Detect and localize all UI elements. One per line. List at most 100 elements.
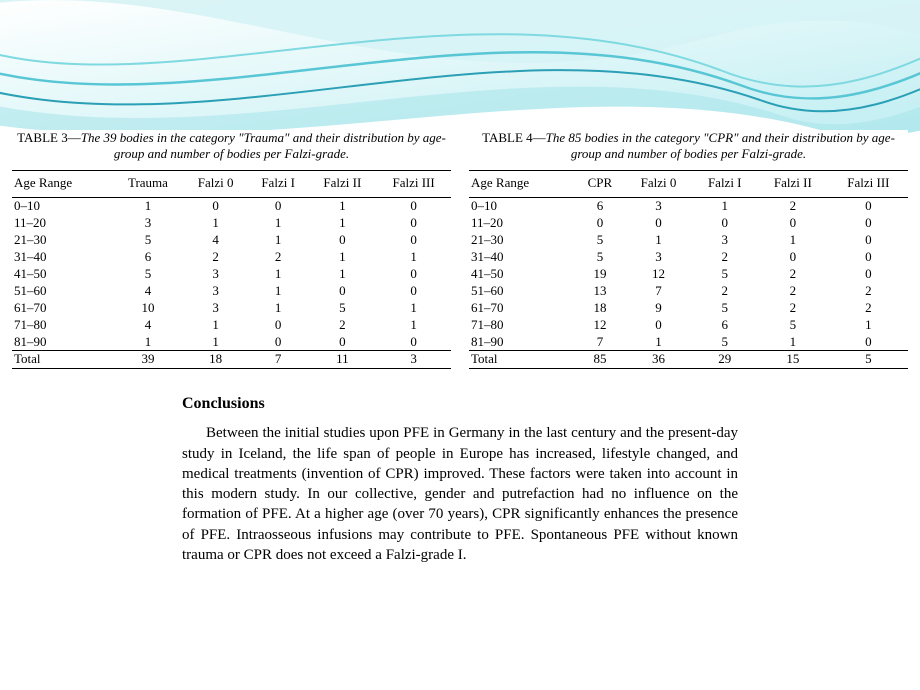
table-cell: 11: [308, 351, 376, 369]
slide-content: TABLE 3—The 39 bodies in the category "T…: [0, 0, 920, 569]
column-header: Falzi 0: [624, 171, 692, 198]
tables-row: TABLE 3—The 39 bodies in the category "T…: [0, 130, 920, 379]
table-cell: 0: [248, 334, 309, 351]
table-cell: 71–80: [469, 317, 575, 334]
table3-caption: TABLE 3—The 39 bodies in the category "T…: [12, 130, 451, 162]
table-cell: 0: [308, 232, 376, 249]
table-row: 51–60137222: [469, 283, 908, 300]
table-cell: 1: [112, 334, 183, 351]
table-cell: 0: [757, 215, 829, 232]
table-cell: 3: [624, 198, 692, 215]
table-cell: 0: [376, 198, 451, 215]
table-cell: 29: [693, 351, 757, 369]
table3-wrap: TABLE 3—The 39 bodies in the category "T…: [12, 130, 451, 369]
table-cell: 51–60: [12, 283, 112, 300]
table-cell: 5: [693, 334, 757, 351]
table-cell: 1: [248, 215, 309, 232]
table-cell: 2: [693, 249, 757, 266]
table-cell: 0: [624, 215, 692, 232]
column-header: CPR: [575, 171, 624, 198]
table-cell: 1: [248, 283, 309, 300]
table-row: 0–1063120: [469, 198, 908, 215]
table-cell: 2: [757, 300, 829, 317]
table-cell: 0: [624, 317, 692, 334]
table-cell: 1: [693, 198, 757, 215]
table-cell: 3: [184, 266, 248, 283]
table-row: Total853629155: [469, 351, 908, 369]
table-row: 71–8041021: [12, 317, 451, 334]
table-cell: 5: [693, 300, 757, 317]
table-cell: 0: [308, 334, 376, 351]
table-cell: 1: [624, 232, 692, 249]
table-cell: 81–90: [12, 334, 112, 351]
table-cell: 51–60: [469, 283, 575, 300]
table-cell: 13: [575, 283, 624, 300]
table-cell: 21–30: [12, 232, 112, 249]
table-cell: 9: [624, 300, 692, 317]
conclusions-heading: Conclusions: [182, 395, 738, 413]
table-cell: 4: [112, 283, 183, 300]
table-cell: 31–40: [469, 249, 575, 266]
table-cell: 5: [829, 351, 908, 369]
table-row: 11–2031110: [12, 215, 451, 232]
table-cell: 4: [184, 232, 248, 249]
table-cell: 61–70: [469, 300, 575, 317]
table-cell: 6: [693, 317, 757, 334]
column-header: Falzi I: [693, 171, 757, 198]
table-cell: 3: [376, 351, 451, 369]
table-cell: 15: [757, 351, 829, 369]
table-header-row: Age RangeCPRFalzi 0Falzi IFalzi IIFalzi …: [469, 171, 908, 198]
table-cell: 1: [757, 232, 829, 249]
table-cell: 1: [757, 334, 829, 351]
table-cell: 0: [757, 249, 829, 266]
table-cell: 2: [829, 283, 908, 300]
table-row: 11–2000000: [469, 215, 908, 232]
table-row: 31–4053200: [469, 249, 908, 266]
table-cell: 2: [757, 198, 829, 215]
table-cell: 2: [308, 317, 376, 334]
table4-caption: TABLE 4—The 85 bodies in the category "C…: [469, 130, 908, 162]
table-cell: 5: [308, 300, 376, 317]
table-cell: 12: [575, 317, 624, 334]
table-cell: 0: [829, 266, 908, 283]
table-cell: 6: [575, 198, 624, 215]
table-header-row: Age RangeTraumaFalzi 0Falzi IFalzi IIFal…: [12, 171, 451, 198]
table-cell: 0: [184, 198, 248, 215]
table-cell: 1: [112, 198, 183, 215]
table4-label: TABLE 4—: [482, 130, 546, 145]
table-cell: 2: [757, 266, 829, 283]
table-cell: 1: [308, 215, 376, 232]
table-cell: 0: [829, 249, 908, 266]
table-row: 61–70189522: [469, 300, 908, 317]
table-cell: 1: [184, 317, 248, 334]
table-row: 71–80120651: [469, 317, 908, 334]
table-cell: 85: [575, 351, 624, 369]
table-cell: 71–80: [12, 317, 112, 334]
table-cell: 4: [112, 317, 183, 334]
table-cell: 2: [757, 283, 829, 300]
table-cell: 0: [829, 215, 908, 232]
table-row: 21–3051310: [469, 232, 908, 249]
table4-wrap: TABLE 4—The 85 bodies in the category "C…: [469, 130, 908, 369]
column-header: Age Range: [12, 171, 112, 198]
table4: Age RangeCPRFalzi 0Falzi IFalzi IIFalzi …: [469, 170, 908, 369]
table-cell: 3: [112, 215, 183, 232]
table-cell: 10: [112, 300, 183, 317]
table-cell: 19: [575, 266, 624, 283]
table3: Age RangeTraumaFalzi 0Falzi IFalzi IIFal…: [12, 170, 451, 369]
table3-label: TABLE 3—: [17, 130, 81, 145]
table-cell: 1: [376, 317, 451, 334]
table-cell: 0: [693, 215, 757, 232]
table-cell: 1: [184, 215, 248, 232]
column-header: Falzi II: [308, 171, 376, 198]
table-cell: 5: [693, 266, 757, 283]
conclusions-body: Between the initial studies upon PFE in …: [182, 423, 738, 565]
table-row: 81–9011000: [12, 334, 451, 351]
table-cell: 0–10: [12, 198, 112, 215]
table-cell: 0: [376, 283, 451, 300]
table-cell: 0: [308, 283, 376, 300]
table-cell: 2: [693, 283, 757, 300]
table-cell: 1: [376, 249, 451, 266]
table-cell: 0: [376, 334, 451, 351]
table-cell: 1: [829, 317, 908, 334]
